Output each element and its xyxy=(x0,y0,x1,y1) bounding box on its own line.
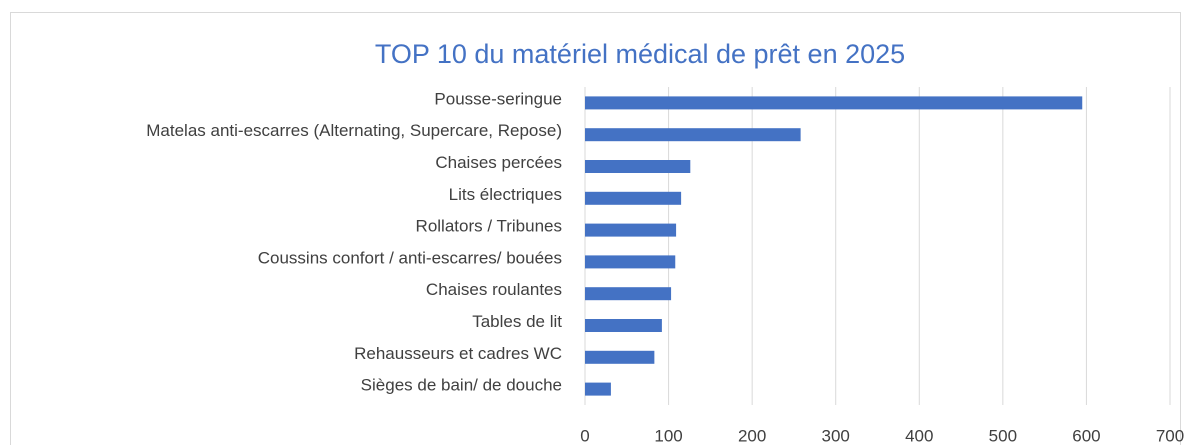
x-tick-label: 700 xyxy=(1156,426,1184,445)
x-tick-label: 100 xyxy=(654,426,682,445)
x-tick-label: 0 xyxy=(580,426,589,445)
bar xyxy=(585,319,662,332)
y-tick-label: Chaises roulantes xyxy=(426,280,562,299)
x-tick-label: 400 xyxy=(905,426,933,445)
bar xyxy=(585,350,655,364)
y-tick-label: Lits électriques xyxy=(449,185,562,204)
bar xyxy=(585,96,1083,110)
bar xyxy=(585,160,691,173)
bar xyxy=(585,223,677,237)
bar xyxy=(585,128,801,142)
x-tick-label: 600 xyxy=(1072,426,1100,445)
chart-border xyxy=(10,12,1181,445)
bar xyxy=(585,287,672,301)
bar xyxy=(585,382,611,396)
y-tick-label: Sièges de bain/ de douche xyxy=(361,376,562,395)
x-tick-label: 200 xyxy=(738,426,766,445)
y-tick-label: Rehausseurs et cadres WC xyxy=(354,344,562,363)
y-tick-label: Coussins confort / anti-escarres/ bouées xyxy=(258,248,562,267)
y-tick-label: Pousse-seringue xyxy=(434,89,562,108)
x-tick-label: 500 xyxy=(989,426,1017,445)
bar xyxy=(585,191,682,205)
y-tick-label: Rollators / Tribunes xyxy=(416,217,562,236)
chart-title: TOP 10 du matériel médical de prêt en 20… xyxy=(375,39,905,69)
x-tick-label: 300 xyxy=(822,426,850,445)
y-tick-label: Matelas anti-escarres (Alternating, Supe… xyxy=(146,121,562,140)
y-tick-label: Tables de lit xyxy=(472,312,562,331)
y-tick-label: Chaises percées xyxy=(435,153,562,172)
bar xyxy=(585,255,676,269)
